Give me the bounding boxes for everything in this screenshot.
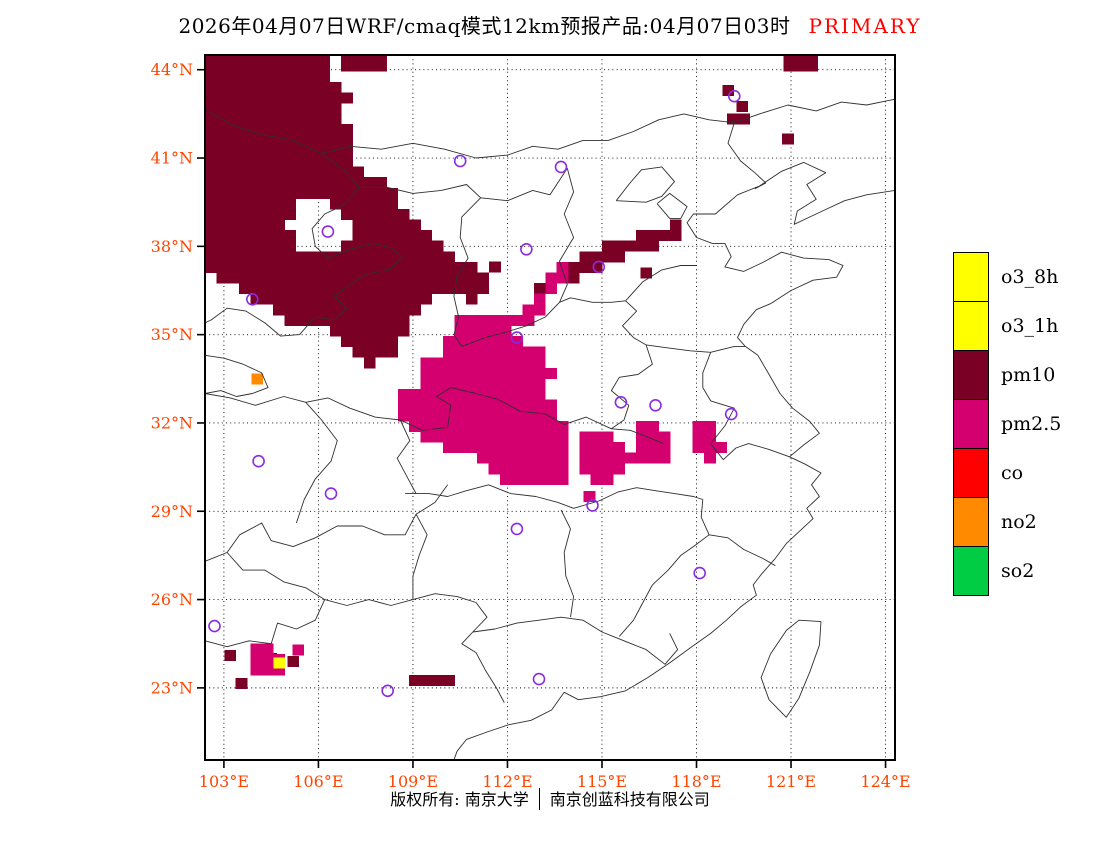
copyright-divider-bar: [538, 788, 540, 810]
legend-label-pm10: pm10: [1001, 364, 1056, 386]
legend-item-pm2.5: pm2.5: [953, 399, 1061, 449]
province-boundaries: [204, 98, 896, 761]
y-axis-tick-label: 44°N: [151, 60, 193, 79]
pollution-layer-o3_1h: [273, 657, 286, 669]
legend-item-o3_8h: o3_8h: [953, 252, 1061, 302]
x-axis-tick-label: 112°E: [482, 772, 532, 791]
map-frame: [204, 54, 896, 761]
city-marker: [724, 407, 738, 421]
x-axis-tick-label: 124°E: [860, 772, 910, 791]
legend-item-so2: so2: [953, 546, 1061, 596]
axis-labels: 103°E 106°E 109°E 112°E 115°E 118°E 121°E 124°E…: [151, 60, 911, 791]
forecast-title-text: 2026年04月07日WRF/cmaq模式12km预报产品:04月07日03时: [178, 14, 791, 38]
city-marker: [252, 454, 265, 468]
primary-tag: PRIMARY: [808, 14, 922, 38]
city-marker: [208, 619, 221, 633]
copyright-line: 版权所有: 南京大学 南京创蓝科技有限公司: [0, 786, 1100, 810]
legend-item-co: co: [953, 448, 1061, 498]
x-axis-tick-label: 109°E: [388, 772, 438, 791]
legend-item-no2: no2: [953, 497, 1061, 547]
legend-swatch-so2: [953, 546, 989, 596]
legend-label-so2: so2: [1001, 560, 1035, 582]
y-axis-tick-label: 23°N: [151, 678, 193, 697]
city-marker: [693, 566, 707, 580]
pollution-layer-no2: [251, 373, 263, 385]
city-marker: [510, 522, 524, 536]
y-axis-tick-label: 32°N: [151, 414, 193, 433]
legend-swatch-co: [953, 448, 989, 498]
axis-ticks: [197, 68, 887, 768]
city-markers: [208, 89, 741, 698]
city-marker: [520, 243, 533, 256]
legend-swatch-o3_8h: [953, 252, 989, 302]
legend-swatch-o3_1h: [953, 301, 989, 351]
x-axis-tick-label: 103°E: [199, 772, 249, 791]
pollutant-legend: o3_8h o3_1h pm10 pm2.5 co no2 so2: [953, 252, 1061, 596]
legend-swatch-pm2.5: [953, 399, 989, 449]
copyright-company: 南京创蓝科技有限公司: [549, 790, 710, 809]
city-marker: [554, 160, 568, 174]
x-axis-tick-label: 106°E: [293, 772, 343, 791]
city-marker: [381, 684, 395, 698]
city-marker: [614, 395, 628, 409]
legend-label-pm2.5: pm2.5: [1001, 413, 1062, 435]
x-axis-tick-label: 115°E: [577, 772, 627, 791]
y-axis-tick-label: 41°N: [151, 149, 193, 168]
legend-item-pm10: pm10: [953, 350, 1061, 400]
y-axis-tick-label: 35°N: [151, 325, 193, 344]
city-marker: [246, 292, 259, 306]
legend-label-co: co: [1001, 462, 1024, 484]
city-marker: [321, 225, 335, 238]
x-axis-tick-label: 121°E: [766, 772, 816, 791]
legend-label-o3_8h: o3_8h: [1001, 266, 1059, 288]
legend-swatch-no2: [953, 497, 989, 547]
copyright-owner: 版权所有: 南京大学: [390, 790, 529, 809]
city-marker: [510, 331, 524, 344]
city-marker: [453, 154, 467, 168]
page-title: 2026年04月07日WRF/cmaq模式12km预报产品:04月07日03时 P…: [0, 10, 1100, 39]
x-axis-tick-label: 118°E: [671, 772, 721, 791]
legend-swatch-pm10: [953, 350, 989, 400]
legend-label-o3_1h: o3_1h: [1001, 315, 1059, 337]
y-axis-tick-label: 29°N: [151, 502, 193, 521]
city-marker: [586, 499, 599, 512]
pollution-layer-pm2.5: [250, 261, 728, 676]
city-marker: [324, 487, 338, 500]
y-axis-tick-label: 26°N: [151, 590, 193, 609]
city-marker: [649, 398, 662, 412]
legend-label-no2: no2: [1001, 511, 1037, 533]
city-marker: [592, 260, 606, 274]
y-axis-tick-label: 38°N: [151, 237, 193, 256]
city-marker: [727, 89, 741, 103]
city-marker: [532, 672, 546, 686]
legend-item-o3_1h: o3_1h: [953, 301, 1061, 351]
